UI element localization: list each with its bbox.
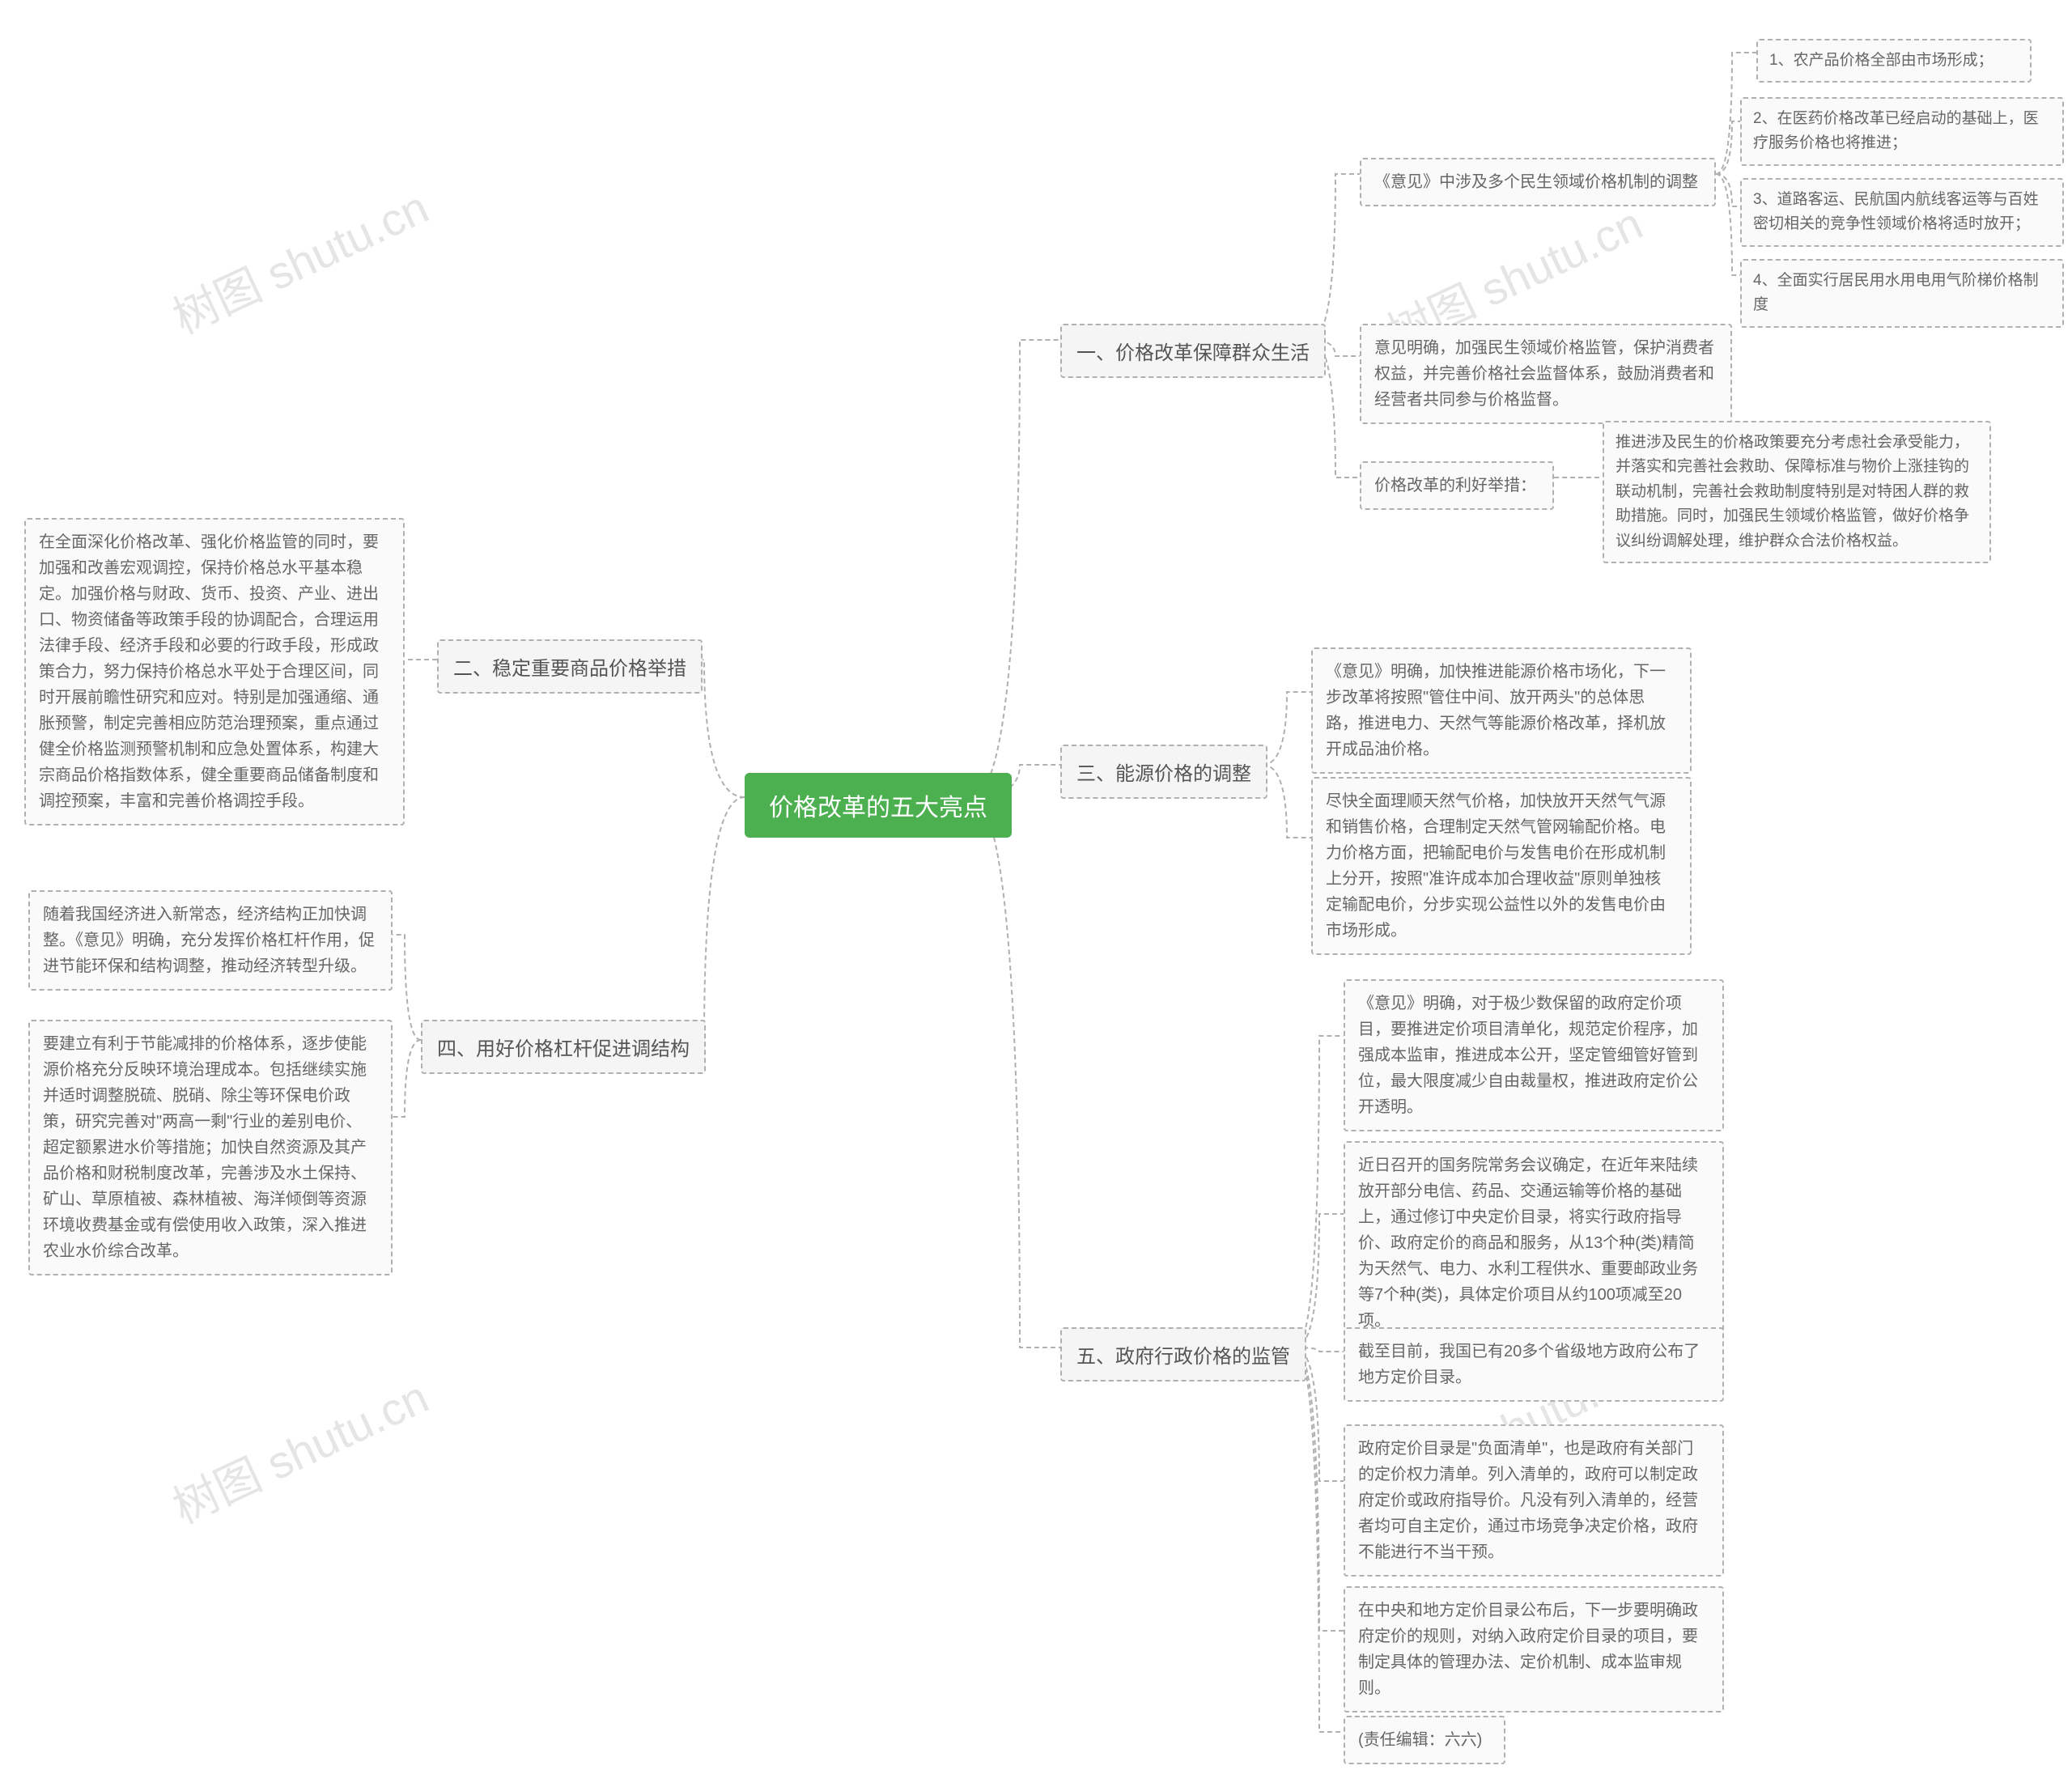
branch-3[interactable]: 三、能源价格的调整	[1060, 745, 1267, 799]
b3-child-1[interactable]: 《意见》明确，加快推进能源价格市场化，下一步改革将按照"管住中间、放开两头"的总…	[1311, 647, 1692, 774]
b1-child-2[interactable]: 意见明确，加强民生领域价格监管，保护消费者权益，并完善价格社会监督体系，鼓励消费…	[1360, 324, 1732, 424]
root-node[interactable]: 价格改革的五大亮点	[745, 773, 1012, 838]
b4-child-2[interactable]: 要建立有利于节能减排的价格体系，逐步使能源价格充分反映环境治理成本。包括继续实施…	[28, 1020, 393, 1275]
branch-4[interactable]: 四、用好价格杠杆促进调结构	[421, 1020, 706, 1074]
b1c1-leaf-2[interactable]: 2、在医药价格改革已经启动的基础上，医疗服务价格也将推进；	[1740, 97, 2064, 166]
b1c3-leaf-1[interactable]: 推进涉及民生的价格政策要充分考虑社会承受能力，并落实和完善社会救助、保障标准与物…	[1603, 421, 1991, 563]
b5-child-6[interactable]: (责任编辑：六六)	[1344, 1716, 1505, 1764]
watermark: 树图 shutu.cn	[161, 1361, 438, 1537]
branch-2[interactable]: 二、稳定重要商品价格举措	[437, 639, 703, 694]
b5-child-5[interactable]: 在中央和地方定价目录公布后，下一步要明确政府定价的规则，对纳入政府定价目录的项目…	[1344, 1586, 1724, 1712]
b5-child-2[interactable]: 近日召开的国务院常务会议确定，在近年来陆续放开部分电信、药品、交通运输等价格的基…	[1344, 1141, 1724, 1345]
b4-child-1[interactable]: 随着我国经济进入新常态，经济结构正加快调整。《意见》明确，充分发挥价格杠杆作用，…	[28, 890, 393, 991]
branch-5[interactable]: 五、政府行政价格的监管	[1060, 1327, 1306, 1381]
b3-child-2[interactable]: 尽快全面理顺天然气价格，加快放开天然气气源和销售价格，合理制定天然气管网输配价格…	[1311, 777, 1692, 955]
watermark: 树图 shutu.cn	[161, 172, 438, 347]
branch-1[interactable]: 一、价格改革保障群众生活	[1060, 324, 1326, 378]
b1-child-3[interactable]: 价格改革的利好举措：	[1360, 461, 1554, 510]
b5-child-4[interactable]: 政府定价目录是"负面清单"，也是政府有关部门的定价权力清单。列入清单的，政府可以…	[1344, 1424, 1724, 1577]
b1c1-leaf-3[interactable]: 3、道路客运、民航国内航线客运等与百姓密切相关的竞争性领域价格将适时放开；	[1740, 178, 2064, 247]
b2-child-1[interactable]: 在全面深化价格改革、强化价格监管的同时，要加强和改善宏观调控，保持价格总水平基本…	[24, 518, 405, 825]
b1c1-leaf-1[interactable]: 1、农产品价格全部由市场形成；	[1756, 39, 2032, 83]
b1-child-1[interactable]: 《意见》中涉及多个民生领域价格机制的调整	[1360, 158, 1716, 206]
b5-child-3[interactable]: 截至目前，我国已有20多个省级地方政府公布了地方定价目录。	[1344, 1327, 1724, 1402]
b5-child-1[interactable]: 《意见》明确，对于极少数保留的政府定价项目，要推进定价项目清单化，规范定价程序，…	[1344, 979, 1724, 1131]
b1c1-leaf-4[interactable]: 4、全面实行居民用水用电用气阶梯价格制度	[1740, 259, 2064, 328]
